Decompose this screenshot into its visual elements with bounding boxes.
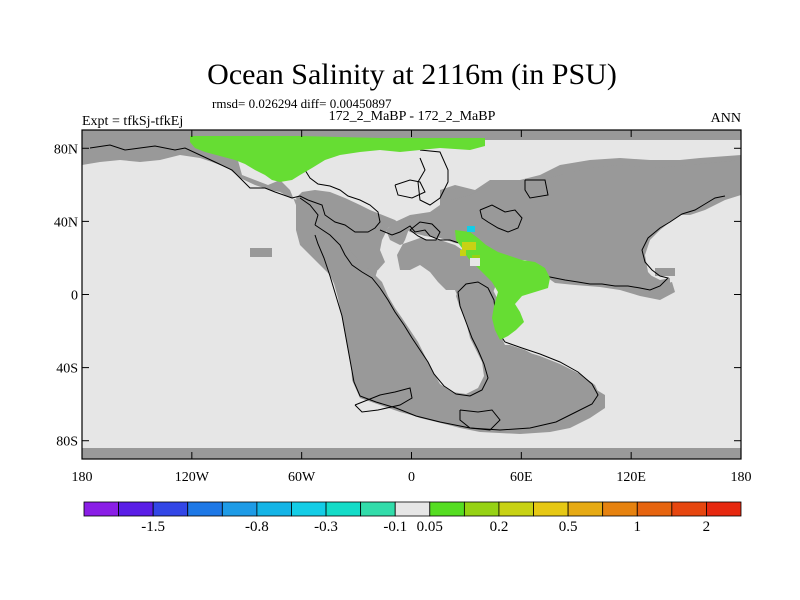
colorbar-swatch (394, 501, 431, 517)
y-tick-label: 40S (56, 362, 78, 377)
x-tick-label: 60E (510, 470, 533, 485)
salinity-anomalies (190, 136, 550, 340)
colorbar-swatch (360, 501, 396, 517)
y-tick-label: 80N (54, 142, 78, 157)
colorbar-swatch (118, 501, 154, 517)
colorbar-label: -0.8 (245, 519, 269, 535)
colorbar-label: 1 (634, 519, 642, 535)
colorbar-swatch (152, 501, 189, 517)
colorbar-swatch (533, 501, 569, 517)
x-tick-label: 180 (72, 470, 93, 485)
season-label: ANN (711, 111, 741, 126)
coastlines (89, 141, 726, 431)
x-tick-label: 120W (175, 470, 210, 485)
colorbar-swatch (256, 501, 292, 517)
period-label: 172_2_MaBP - 172_2_MaBP (329, 109, 496, 124)
anomaly-arctic-ocean (190, 136, 485, 182)
colorbar-label: -0.1 (383, 519, 407, 535)
colorbar-swatch (567, 501, 604, 517)
x-tick-label: 60W (288, 470, 316, 485)
map-panel: 180 120W 60W 0 60E 120E 180 80N 40N 0 40S 80S (54, 129, 752, 485)
land-island-2 (700, 195, 712, 205)
colorbar-swatch (325, 501, 362, 517)
anomaly-neg-spot (467, 226, 475, 232)
map-ticks: 180 120W 60W 0 60E 120E 180 80N 40N 0 40S 80S (54, 130, 752, 485)
colorbar-swatch (498, 501, 534, 517)
colorbar-label: 0.5 (559, 519, 578, 535)
land-island-1 (250, 248, 272, 257)
y-tick-label: 0 (71, 289, 78, 304)
colorbar-label: -1.5 (141, 519, 165, 535)
stats-label: rmsd= 0.026294 diff= 0.00450897 (212, 96, 392, 111)
colorbar-swatch (706, 501, 742, 517)
colorbar-swatch (463, 501, 500, 517)
land-southern-continents (322, 240, 600, 432)
colorbar-swatch (429, 501, 465, 517)
experiment-label: Expt = tfkSj-tfkEj (82, 114, 183, 129)
colorbar-swatch (83, 501, 119, 517)
colorbar-swatch (291, 501, 327, 517)
colorbar-swatch (602, 501, 638, 517)
figure-title: Ocean Salinity at 2116m (in PSU) (207, 58, 617, 91)
colorbar-label: 0.2 (490, 519, 509, 535)
y-tick-label: 80S (56, 435, 78, 450)
colorbar: -1.5 -0.8 -0.3 -0.1 0.05 0.2 0.5 1 2 (83, 501, 742, 535)
colorbar-label: 0.05 (417, 519, 443, 535)
land-island-4 (112, 150, 132, 158)
colorbar-swatch (671, 501, 707, 517)
colorbar-swatch (187, 501, 223, 517)
anomaly-neutral-patch (470, 258, 480, 266)
anomaly-tethys-warm-spot (462, 242, 476, 250)
x-tick-label: 0 (408, 470, 415, 485)
x-tick-label: 180 (731, 470, 752, 485)
colorbar-label: -0.3 (314, 519, 338, 535)
y-tick-label: 40N (54, 215, 78, 230)
land-eurasia-africa (82, 130, 741, 300)
colorbar-swatch (221, 501, 258, 517)
land-island-3 (655, 268, 675, 276)
colorbar-label: 2 (703, 519, 711, 535)
anomaly-tethys-warm-spot-3 (460, 250, 466, 256)
x-tick-label: 120E (616, 470, 646, 485)
colorbar-swatch (636, 501, 673, 517)
